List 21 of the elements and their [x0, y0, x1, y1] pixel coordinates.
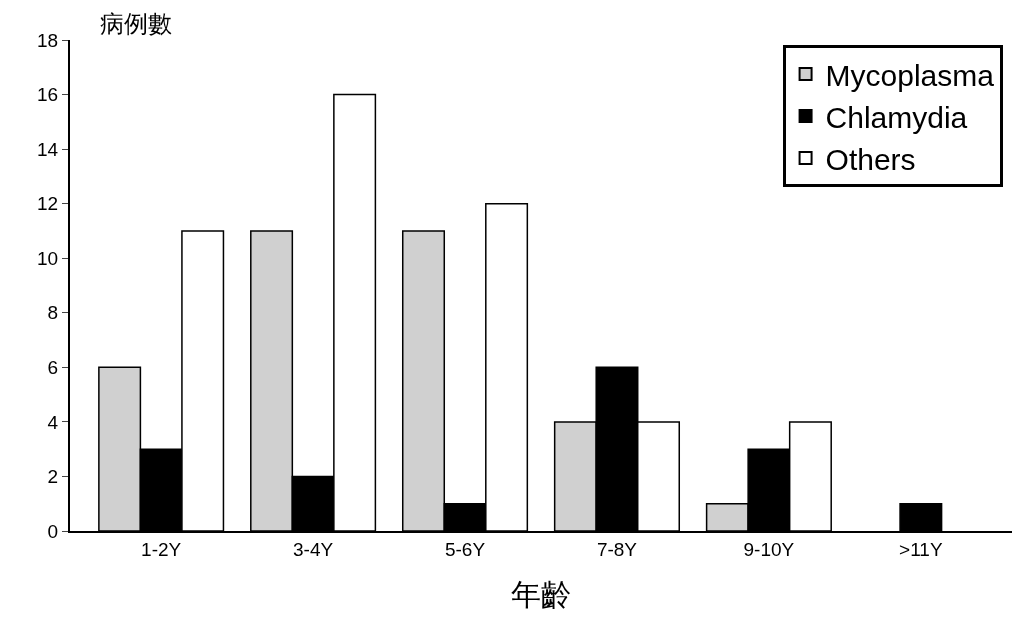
x-tick-label: 1-2Y	[141, 538, 182, 560]
y-tick-label: 12	[37, 193, 59, 215]
y-tick-label: 10	[37, 247, 59, 269]
y-axis-title: 病例數	[100, 10, 172, 38]
y-tick-label: 2	[47, 466, 59, 488]
y-tick-label: 6	[47, 356, 59, 378]
y-tick-label: 16	[37, 84, 59, 106]
legend-label: Chlamydia	[825, 100, 968, 134]
x-tick-label: 7-8Y	[596, 538, 638, 560]
x-tick-label: 9-10Y	[743, 538, 795, 560]
y-tick-label: 8	[47, 302, 59, 324]
x-tick-label: 3-4Y	[293, 538, 334, 560]
legend-label: Others	[825, 142, 916, 176]
x-tick-label: 5-6Y	[444, 538, 486, 560]
y-tick-label: 14	[37, 138, 59, 160]
x-axis-title: 年齡	[511, 576, 571, 612]
y-tick-label: 18	[37, 29, 59, 51]
x-tick-label: >11Y	[899, 538, 943, 560]
legend-label: Mycoplasma	[825, 58, 995, 92]
y-tick-label: 0	[47, 520, 59, 542]
y-tick-label: 4	[47, 411, 59, 433]
